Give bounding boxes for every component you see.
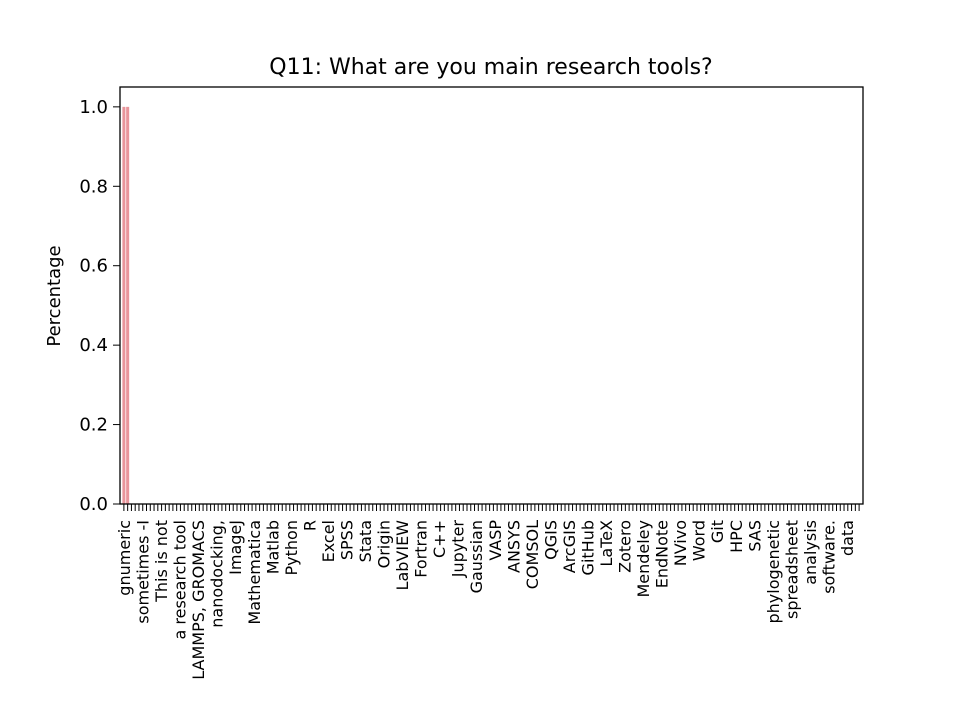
y-tick-label-1: 0.2: [79, 415, 108, 436]
chart-title: Q11: What are you main research tools?: [269, 55, 712, 80]
x-tick-label-9: Python: [282, 520, 301, 575]
x-tick-label-14: Origin: [375, 520, 394, 568]
x-tick-label-37: analysis: [801, 520, 820, 585]
bar-1: [126, 106, 130, 505]
bars-group: [122, 106, 130, 505]
x-tick-label-28: Mendeley: [634, 520, 653, 598]
x-tick-label-2: This is not: [152, 520, 171, 603]
y-axis-label: Percentage: [44, 245, 65, 346]
y-tick-label-4: 0.8: [79, 176, 108, 197]
x-tick-label-27: Zotero: [616, 520, 635, 573]
x-tick-label-6: ImageJ: [226, 520, 245, 575]
y-tick-label-2: 0.4: [79, 335, 108, 356]
x-tick-label-1: sometimes -I: [134, 520, 153, 624]
x-tick-label-3: a research tool: [171, 520, 190, 640]
x-tick-label-13: Stata: [356, 520, 375, 562]
plot-area-frame: [119, 86, 864, 505]
x-tick-label-11: Excel: [319, 520, 338, 562]
x-tick-label-4: LAMMPS, GROMACS: [189, 520, 208, 680]
x-tick-label-32: Git: [708, 520, 727, 543]
x-tick-label-17: C++: [430, 520, 449, 558]
x-tick-label-24: ArcGIS: [560, 520, 579, 573]
x-tick-label-26: LaTeX: [597, 520, 616, 567]
y-tick-label-3: 0.6: [79, 256, 108, 277]
x-tick-label-5: nanodocking,: [208, 520, 227, 628]
x-tick-label-36: spreadsheet: [782, 520, 801, 619]
y-ticks-group: 0.0 0.2 0.4 0.6 0.8 1.0: [79, 97, 120, 515]
x-tick-label-7: Mathematica: [245, 520, 264, 625]
x-tick-label-18: Jupyter: [449, 520, 468, 579]
x-tick-label-35: phylogenetic: [764, 520, 783, 624]
bar-0: [122, 106, 126, 505]
x-ticks-group: [123, 504, 860, 511]
x-tick-label-10: R: [300, 520, 319, 531]
x-tick-label-34: SAS: [745, 520, 764, 552]
x-tick-label-38: software.: [819, 520, 838, 594]
x-tick-labels-group: gnumeric sometimes -I This is not a researc…: [115, 520, 857, 680]
x-tick-label-15: LabVIEW: [393, 520, 412, 591]
y-tick-label-0: 0.0: [79, 494, 108, 515]
y-tick-label-5: 1.0: [79, 97, 108, 118]
x-tick-label-22: COMSOL: [523, 520, 542, 589]
x-tick-label-31: Word: [690, 520, 709, 561]
x-tick-label-0: gnumeric: [115, 520, 134, 596]
x-tick-label-30: NVivo: [671, 520, 690, 566]
x-tick-label-12: SPSS: [337, 520, 356, 560]
x-tick-label-25: GitHub: [578, 520, 597, 575]
x-tick-label-19: Gaussian: [467, 520, 486, 593]
x-tick-label-33: HPC: [727, 520, 746, 553]
x-tick-label-39: data: [838, 520, 857, 556]
x-tick-label-16: Fortran: [412, 520, 431, 578]
x-tick-label-20: VASP: [486, 520, 505, 561]
x-tick-label-23: QGIS: [541, 520, 560, 560]
x-tick-label-29: EndNote: [653, 520, 672, 588]
x-tick-label-8: Matlab: [263, 520, 282, 574]
x-tick-label-21: ANSYS: [504, 520, 523, 573]
